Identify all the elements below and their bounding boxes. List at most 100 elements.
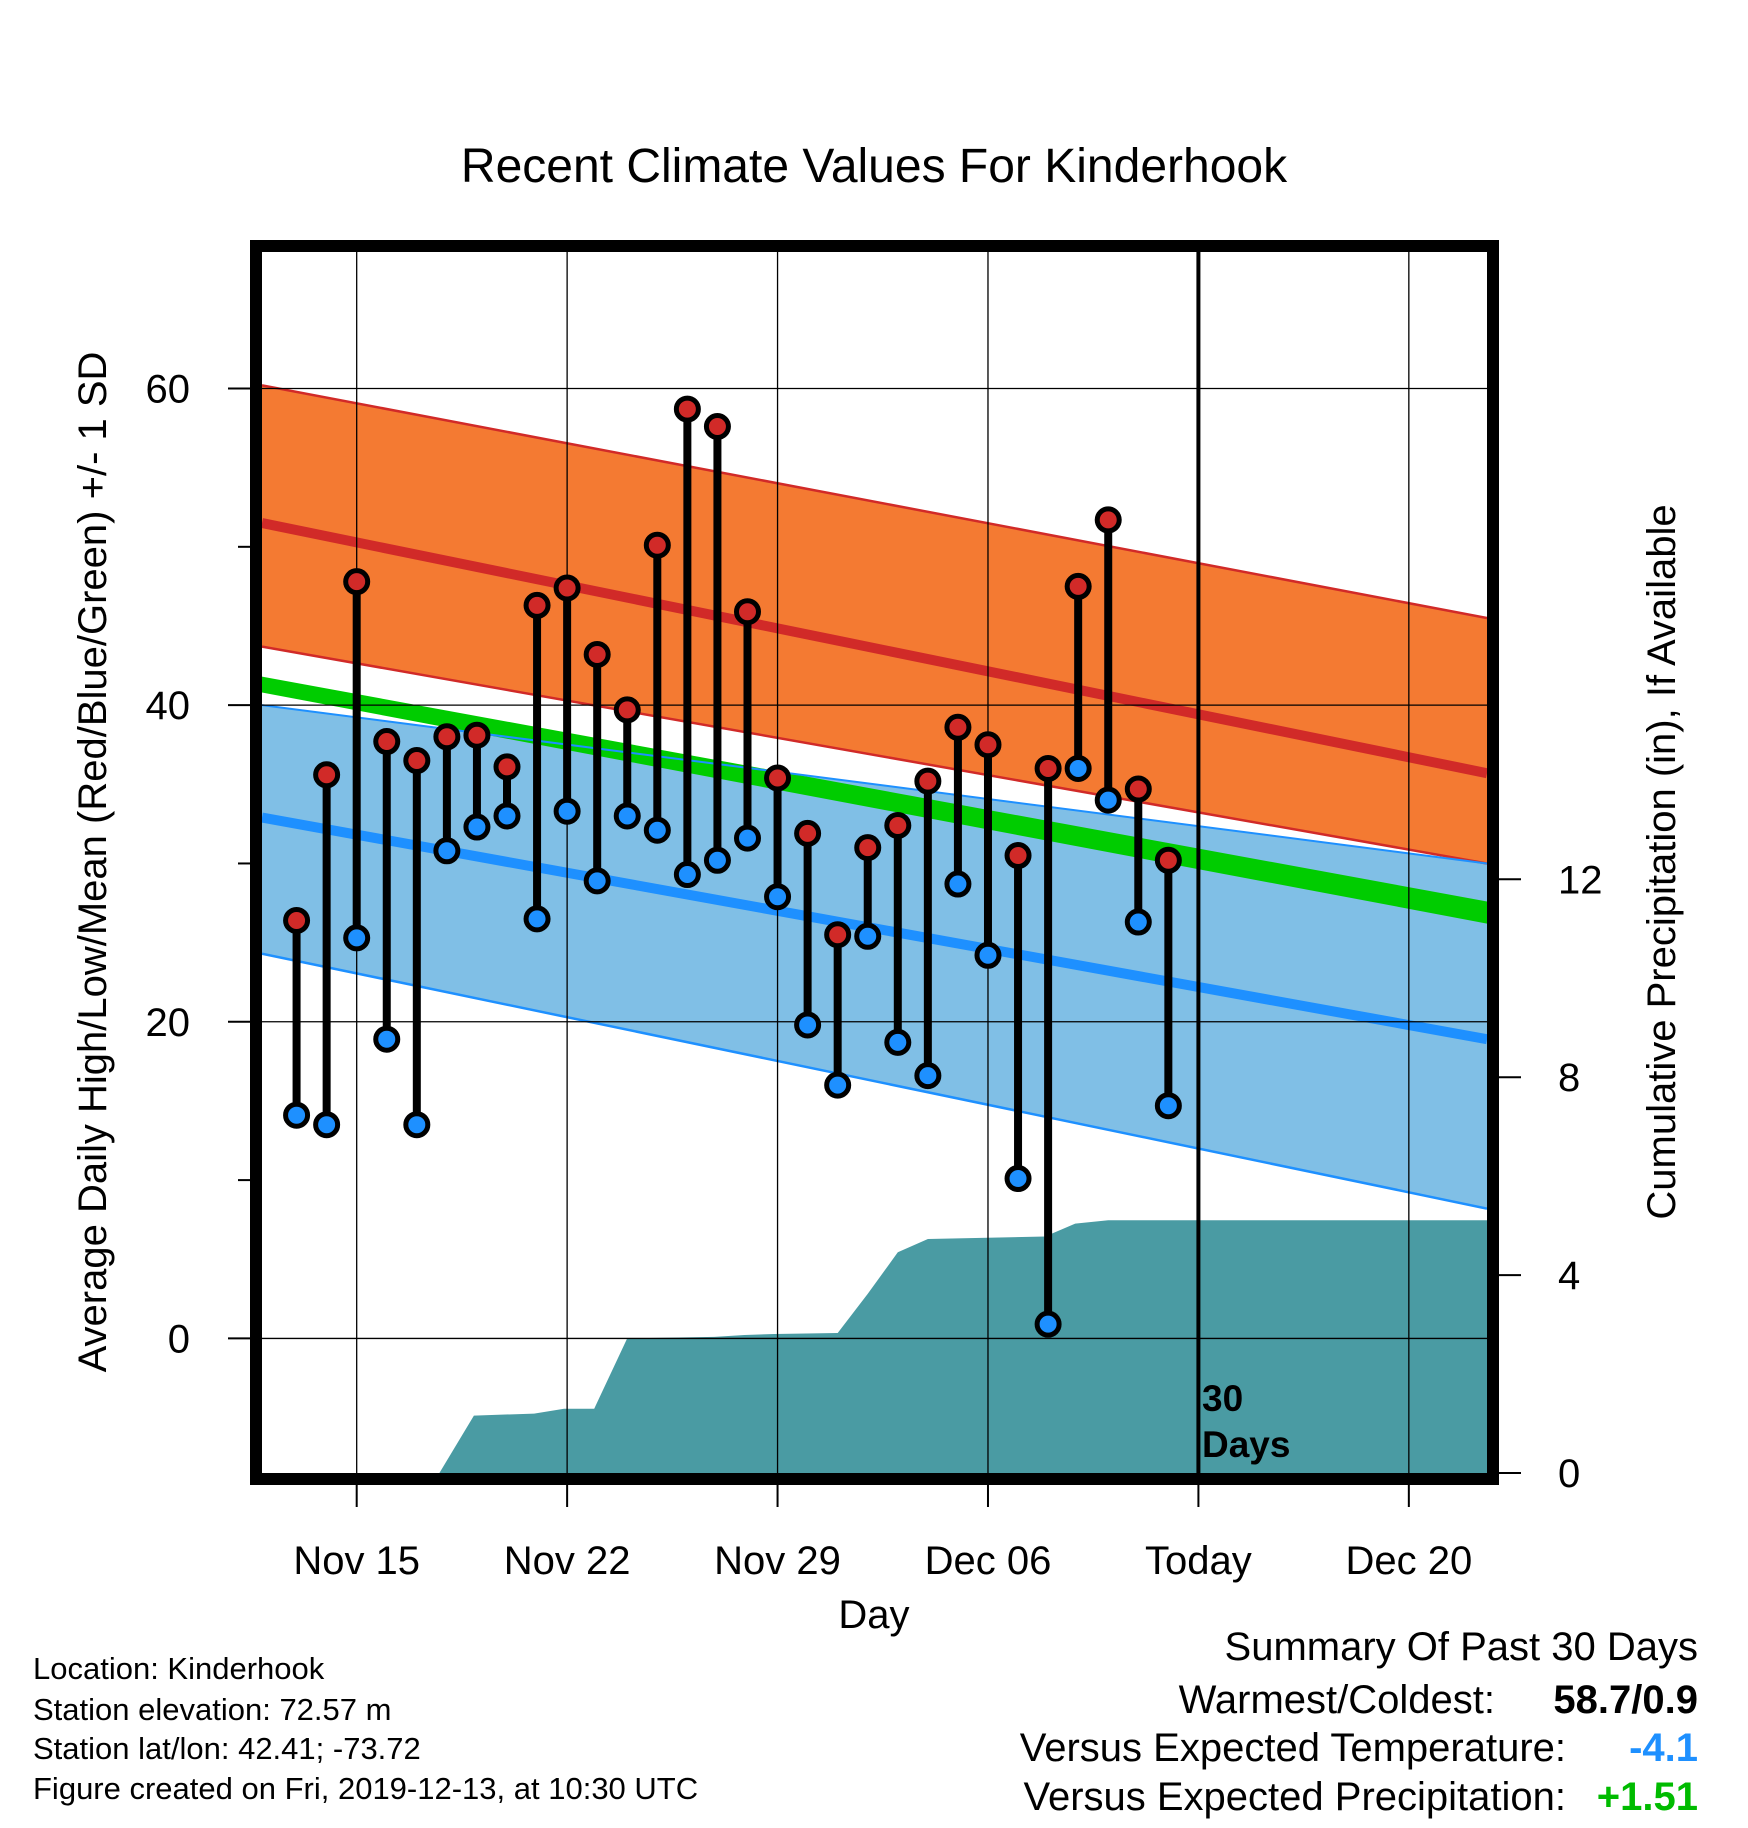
daily-high-point: [343, 568, 371, 596]
x-axis-label: Day: [838, 1593, 909, 1637]
footer-created: Figure created on Fri, 2019-12-13, at 10…: [33, 1771, 698, 1806]
summary-temp-label: Versus Expected Temperature:: [1020, 1726, 1566, 1770]
daily-low-point: [493, 802, 521, 830]
daily-low-point: [944, 870, 972, 898]
x-tick-label: Nov 22: [504, 1539, 631, 1583]
daily-low-point: [1124, 908, 1152, 936]
chart-title: Recent Climate Values For Kinderhook: [461, 140, 1288, 193]
x-tick-label: Nov 29: [714, 1539, 841, 1583]
daily-low-point: [974, 941, 1002, 969]
low-band-lower-line: [262, 952, 1487, 1210]
daily-low-point: [884, 1028, 912, 1056]
high-band-lower-line: [262, 645, 1487, 865]
daily-high-point: [613, 696, 641, 724]
daily-low-point: [313, 1111, 341, 1139]
daily-low-point: [1004, 1165, 1032, 1193]
daily-low-point: [583, 867, 611, 895]
daily-high-point: [1064, 572, 1092, 600]
daily-low-point: [703, 846, 731, 874]
daily-high-point: [583, 640, 611, 668]
normal-high-band: [262, 385, 1487, 864]
daily-high-point: [1124, 775, 1152, 803]
daily-high-point: [553, 574, 581, 602]
daily-low-point: [553, 797, 581, 825]
daily-high-point: [1154, 846, 1182, 874]
y2-tick-label: 4: [1558, 1254, 1580, 1298]
daily-low-point: [373, 1025, 401, 1053]
daily-high-point: [824, 921, 852, 949]
daily-high-point: [794, 819, 822, 847]
daily-low-point: [854, 922, 882, 950]
daily-high-point: [493, 753, 521, 781]
daily-high-point: [643, 531, 671, 559]
daily-high-point: [703, 412, 731, 440]
daily-low-point: [824, 1071, 852, 1099]
summary-warm-cold-value: 58.7/0.9: [1553, 1678, 1698, 1722]
temperature-marks: [283, 395, 1182, 1338]
y2-tick-label: 0: [1558, 1452, 1580, 1496]
daily-high-point: [1004, 842, 1032, 870]
daily-high-point: [1094, 506, 1122, 534]
daily-low-point: [1154, 1092, 1182, 1120]
daily-high-point: [1034, 754, 1062, 782]
x-tick-label: Dec 06: [925, 1539, 1052, 1583]
daily-low-point: [463, 813, 491, 841]
x-tick-label: Dec 20: [1345, 1539, 1472, 1583]
daily-low-point: [914, 1062, 942, 1090]
y-axis-label: Average Daily High/Low/Mean (Red/Blue/Gr…: [71, 352, 115, 1373]
today-label-line2: Days: [1202, 1424, 1290, 1465]
daily-high-point: [313, 761, 341, 789]
axes: Nov 15 Nov 22 Nov 29 Dec 06 Today Dec 2002040…: [146, 367, 1603, 1583]
summary-precip-label: Versus Expected Precipitation:: [1023, 1775, 1566, 1819]
daily-high-point: [854, 834, 882, 862]
y2-axis-label: Cumulative Precipitation (in), If Availa…: [1640, 504, 1684, 1219]
x-tick-label: Today: [1145, 1539, 1252, 1583]
normal-low-band: [262, 705, 1487, 1209]
daily-high-point: [463, 721, 491, 749]
y-tick-label: 40: [146, 684, 191, 728]
daily-low-point: [283, 1101, 311, 1129]
footer-elevation: Station elevation: 72.57 m: [33, 1692, 391, 1727]
summary-precip-value: +1.51: [1597, 1775, 1698, 1819]
high-band-upper-line: [262, 384, 1487, 620]
summary-title: Summary Of Past 30 Days: [1225, 1625, 1698, 1669]
today-label-line1: 30: [1202, 1378, 1243, 1419]
daily-high-point: [433, 723, 461, 751]
daily-low-point: [794, 1011, 822, 1039]
y-tick-label: 60: [146, 367, 191, 411]
daily-high-point: [523, 591, 551, 619]
y2-tick-label: 12: [1558, 858, 1603, 902]
daily-low-point: [733, 824, 761, 852]
normal-high-line: [262, 518, 1487, 779]
daily-low-point: [1034, 1310, 1062, 1338]
daily-low-point: [1064, 754, 1092, 782]
daily-low-point: [343, 924, 371, 952]
y2-tick-label: 8: [1558, 1056, 1580, 1100]
plot-frame: [250, 240, 1499, 1485]
cumulative-precipitation-area: [439, 1220, 1487, 1473]
y-tick-label: 20: [146, 1001, 191, 1045]
daily-low-point: [764, 883, 792, 911]
daily-high-point: [283, 906, 311, 934]
summary-warm-cold-label: Warmest/Coldest:: [1179, 1678, 1495, 1722]
daily-low-point: [613, 802, 641, 830]
daily-low-point: [523, 905, 551, 933]
daily-low-point: [643, 816, 671, 844]
daily-low-point: [673, 861, 701, 889]
summary-temp-value: -4.1: [1629, 1726, 1698, 1770]
daily-high-point: [884, 811, 912, 839]
footer-latlon: Station lat/lon: 42.41; -73.72: [33, 1731, 421, 1766]
daily-high-point: [733, 598, 761, 626]
daily-high-point: [974, 731, 1002, 759]
daily-high-point: [403, 747, 431, 775]
daily-high-point: [944, 713, 972, 741]
daily-low-point: [403, 1111, 431, 1139]
daily-high-point: [673, 395, 701, 423]
daily-low-point: [1094, 786, 1122, 814]
y-tick-label: 0: [168, 1317, 190, 1361]
daily-high-point: [914, 767, 942, 795]
footer-location: Location: Kinderhook: [33, 1651, 325, 1686]
daily-high-point: [373, 728, 401, 756]
daily-high-point: [764, 764, 792, 792]
